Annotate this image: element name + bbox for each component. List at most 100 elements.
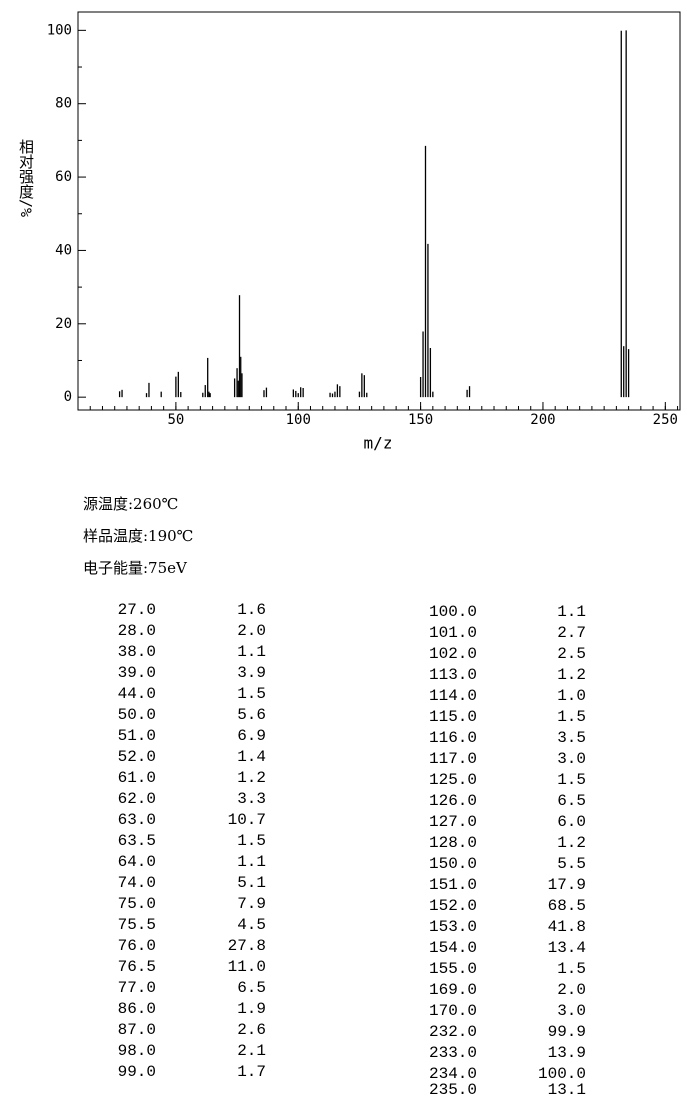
intensity-cell: 6.5 xyxy=(237,979,266,997)
mz-cell: 152.0 xyxy=(429,897,477,915)
y-tick-label: 80 xyxy=(55,96,72,112)
intensity-cell: 11.0 xyxy=(228,958,266,976)
intensity-cell: 7.9 xyxy=(237,895,266,913)
y-tick-label: 40 xyxy=(55,242,72,258)
intensity-cell: 2.0 xyxy=(237,622,266,640)
intensity-cell: 2.6 xyxy=(237,1021,266,1039)
intensity-cell: 3.5 xyxy=(557,729,586,747)
mz-cell: 75.0 xyxy=(118,895,156,913)
x-tick-label: 250 xyxy=(653,412,678,428)
y-tick-label: 0 xyxy=(64,389,72,405)
mz-cell: 99.0 xyxy=(118,1063,156,1081)
mz-cell: 87.0 xyxy=(118,1021,156,1039)
mz-cell: 151.0 xyxy=(429,876,477,894)
mz-cell: 75.5 xyxy=(118,916,156,934)
mz-cell: 63.0 xyxy=(118,811,156,829)
intensity-cell: 1.0 xyxy=(557,687,586,705)
mz-cell: 169.0 xyxy=(429,981,477,999)
mz-cell: 235.0 xyxy=(429,1081,477,1097)
x-tick-label: 200 xyxy=(530,412,555,428)
mz-cell: 155.0 xyxy=(429,960,477,978)
intensity-cell: 17.9 xyxy=(548,876,586,894)
intensity-cell: 3.9 xyxy=(237,664,266,682)
y-axis-label: 相对强度/% xyxy=(17,139,35,217)
intensity-cell: 10.7 xyxy=(228,811,266,829)
intensity-cell: 99.9 xyxy=(548,1023,586,1041)
mz-cell: 52.0 xyxy=(118,748,156,766)
mz-cell: 127.0 xyxy=(429,813,477,831)
intensity-cell: 1.2 xyxy=(557,666,586,684)
intensity-cell: 6.5 xyxy=(557,792,586,810)
mz-cell: 77.0 xyxy=(118,979,156,997)
intensity-cell: 13.9 xyxy=(548,1044,586,1062)
mz-cell: 150.0 xyxy=(429,855,477,873)
y-tick-label: 60 xyxy=(55,169,72,185)
intensity-cell: 1.5 xyxy=(557,708,586,726)
mz-cell: 170.0 xyxy=(429,1002,477,1020)
intensity-cell: 68.5 xyxy=(548,897,586,915)
intensity-cell: 1.9 xyxy=(237,1000,266,1018)
intensity-cell: 1.4 xyxy=(237,748,266,766)
mz-cell: 76.5 xyxy=(118,958,156,976)
intensity-cell: 5.5 xyxy=(557,855,586,873)
mz-cell: 38.0 xyxy=(118,643,156,661)
mz-cell: 115.0 xyxy=(429,708,477,726)
intensity-cell: 1.5 xyxy=(237,832,266,850)
intensity-cell: 1.1 xyxy=(557,603,586,621)
mz-cell: 86.0 xyxy=(118,1000,156,1018)
mz-cell: 63.5 xyxy=(118,832,156,850)
mz-cell: 50.0 xyxy=(118,706,156,724)
intensity-cell: 13.4 xyxy=(548,939,586,957)
intensity-cell: 2.7 xyxy=(557,624,586,642)
y-tick-label: 20 xyxy=(55,316,72,332)
intensity-cell: 1.7 xyxy=(237,1063,266,1081)
info-line: 电子能量:75eV xyxy=(83,559,188,577)
mz-cell: 113.0 xyxy=(429,666,477,684)
mz-cell: 232.0 xyxy=(429,1023,477,1041)
x-axis-label: m/z xyxy=(364,434,393,453)
intensity-cell: 2.1 xyxy=(237,1042,266,1060)
mz-cell: 64.0 xyxy=(118,853,156,871)
intensity-cell: 41.8 xyxy=(548,918,586,936)
x-tick-label: 150 xyxy=(408,412,433,428)
intensity-cell: 4.5 xyxy=(237,916,266,934)
info-line: 样品温度:190℃ xyxy=(83,527,193,545)
intensity-cell: 3.0 xyxy=(557,750,586,768)
intensity-cell: 1.1 xyxy=(237,853,266,871)
mz-cell: 102.0 xyxy=(429,645,477,663)
intensity-cell: 1.6 xyxy=(237,601,266,619)
mz-cell: 153.0 xyxy=(429,918,477,936)
intensity-cell: 6.0 xyxy=(557,813,586,831)
mz-cell: 101.0 xyxy=(429,624,477,642)
mz-cell: 117.0 xyxy=(429,750,477,768)
intensity-cell: 5.6 xyxy=(237,706,266,724)
mz-cell: 234.0 xyxy=(429,1065,477,1083)
mz-cell: 61.0 xyxy=(118,769,156,787)
y-tick-label: 100 xyxy=(47,22,72,38)
mz-cell: 126.0 xyxy=(429,792,477,810)
mz-cell: 51.0 xyxy=(118,727,156,745)
mz-cell: 76.0 xyxy=(118,937,156,955)
intensity-cell: 1.5 xyxy=(557,960,586,978)
x-tick-label: 100 xyxy=(286,412,311,428)
mz-cell: 39.0 xyxy=(118,664,156,682)
info-line: 源温度:260℃ xyxy=(83,495,178,513)
mz-cell: 128.0 xyxy=(429,834,477,852)
mz-cell: 98.0 xyxy=(118,1042,156,1060)
plot-frame xyxy=(77,11,681,411)
mz-cell: 62.0 xyxy=(118,790,156,808)
intensity-cell: 2.0 xyxy=(557,981,586,999)
mz-cell: 100.0 xyxy=(429,603,477,621)
intensity-cell: 100.0 xyxy=(538,1065,586,1083)
intensity-cell: 1.1 xyxy=(237,643,266,661)
intensity-cell: 5.1 xyxy=(237,874,266,892)
intensity-cell: 3.0 xyxy=(557,1002,586,1020)
mz-cell: 44.0 xyxy=(118,685,156,703)
mz-cell: 233.0 xyxy=(429,1044,477,1062)
x-tick-label: 50 xyxy=(167,412,184,428)
intensity-cell: 6.9 xyxy=(237,727,266,745)
intensity-cell: 13.1 xyxy=(548,1081,586,1097)
intensity-cell: 1.2 xyxy=(557,834,586,852)
mz-cell: 27.0 xyxy=(118,601,156,619)
